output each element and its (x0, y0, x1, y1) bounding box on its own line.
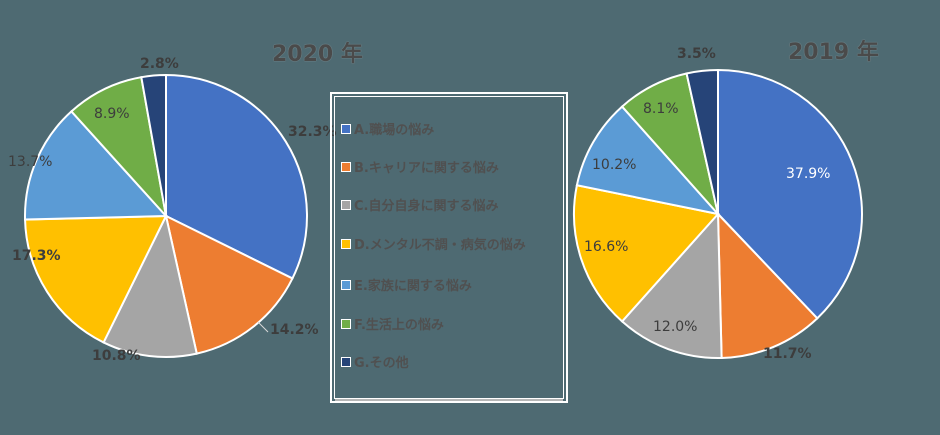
pie-slice-e (24, 110, 169, 221)
legend-swatch-icon (341, 199, 351, 210)
legend-item: B.キャリアに関する悩み (341, 157, 499, 176)
data-label: 8.1% (643, 101, 679, 117)
pie-slice-d (573, 184, 720, 323)
data-label: 32.3% (288, 124, 337, 140)
legend-swatch-icon (341, 318, 351, 329)
chart-title-2020: 2020 年 (272, 42, 363, 67)
data-label: 8.9% (94, 106, 130, 122)
legend-label: G.その他 (354, 356, 409, 371)
pie-slice-c (102, 213, 198, 358)
legend-item: A.職場の悩み (341, 119, 434, 138)
pie-2020: 32.3% 14.2% 10.8% 17.3% 13.7% 8.9% 2.8% (8, 56, 337, 364)
data-label: 3.5% (677, 46, 716, 62)
data-label: 2.8% (140, 56, 179, 72)
legend-item: C.自分自身に関する悩み (341, 195, 498, 214)
pie-slice-a (717, 68, 863, 320)
data-label: 17.3% (12, 248, 61, 264)
chart-title-2019: 2019 年 (788, 40, 879, 65)
pie-slice-c (620, 211, 723, 359)
legend-label: D.メンタル不調・病気の悩み (354, 238, 526, 253)
legend-label: C.自分自身に関する悩み (354, 199, 499, 214)
pie-slice-e (575, 105, 721, 216)
pie-slice-d (24, 214, 168, 344)
legend-swatch-icon (341, 161, 351, 172)
legend-item: G.その他 (341, 352, 409, 371)
pie-slice-a (165, 73, 308, 280)
data-label: 11.7% (763, 346, 812, 362)
pie-2019: 37.9% 11.7% 12.0% 16.6% 10.2% 8.1% 3.5% (573, 46, 863, 362)
data-label: 14.2% (270, 322, 319, 338)
legend-item: F.生活上の悩み (341, 314, 444, 333)
legend-swatch-icon (341, 238, 351, 249)
pie-slice-b (164, 214, 294, 355)
legend-label: B.キャリアに関する悩み (354, 161, 499, 176)
legend-item: E.家族に関する悩み (341, 275, 472, 294)
legend-item: D.メンタル不調・病気の悩み (341, 234, 526, 253)
leader-line (257, 321, 269, 333)
data-label: 13.7% (8, 154, 52, 170)
legend-swatch-icon (341, 123, 351, 134)
legend-swatch-icon (341, 279, 351, 290)
pie-slice-g (140, 73, 167, 217)
data-label: 12.0% (653, 319, 697, 335)
data-label: 10.2% (592, 157, 636, 173)
data-label: 10.8% (92, 348, 141, 364)
legend-label: E.家族に関する悩み (354, 279, 472, 294)
data-label: 37.9% (786, 166, 830, 182)
legend-label: F.生活上の悩み (354, 318, 444, 333)
pie-slice-b (716, 211, 819, 359)
legend-swatch-icon (341, 356, 351, 367)
pie-slice-g (685, 68, 719, 215)
legend-label: A.職場の悩み (354, 123, 435, 138)
data-label: 16.6% (584, 239, 628, 255)
legend: A.職場の悩み B.キャリアに関する悩み C.自分自身に関する悩み D.メンタル不調・… (330, 92, 568, 403)
